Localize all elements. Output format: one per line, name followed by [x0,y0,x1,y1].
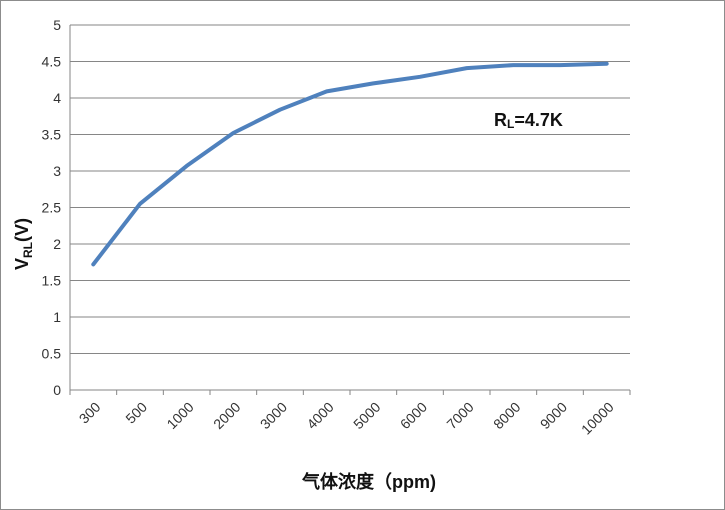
y-tick-label: 1 [53,309,61,325]
x-tick-label: 10000 [578,399,617,438]
data-point [511,63,515,67]
y-tick-label: 0 [53,382,61,398]
data-point [185,164,189,168]
y-tick-label: 4.5 [42,54,62,70]
data-point [231,131,235,135]
y-tick-label: 1.5 [42,273,62,289]
y-axis-title: VRL(V) [12,218,35,270]
data-point [558,63,562,67]
series-line [91,61,609,267]
x-tick-label: 500 [122,399,150,427]
y-tick-label: 2 [53,236,61,252]
data-point [418,75,422,79]
x-tick-label: 7000 [443,399,476,432]
data-point [138,202,142,206]
y-tick-label: 3 [53,163,61,179]
x-tick-label: 300 [76,399,104,427]
x-tick-label: 5000 [350,399,383,432]
y-tick-label: 2.5 [42,200,62,216]
data-points [91,62,609,266]
x-tick-label: 4000 [303,399,336,432]
x-tick-label: 3000 [257,399,290,432]
data-point [91,262,95,266]
y-tick-label: 0.5 [42,346,62,362]
x-tick-label: 8000 [490,399,523,432]
x-tick-label: 6000 [397,399,430,432]
x-tick-labels: 300 500 1000 2000 3000 4000 5000 6000 7000 8000 90… [76,399,617,438]
gridlines [69,24,631,395]
data-point [465,66,469,70]
x-tick-label: 1000 [163,399,196,432]
y-tick-labels: 0 0.5 1 1.5 2 2.5 3 3.5 4 4.5 5 [42,17,62,398]
y-tick-label: 3.5 [42,127,62,143]
data-point [371,81,375,85]
data-point [605,62,609,66]
x-tick-label: 2000 [210,399,243,432]
data-point [325,89,329,93]
x-tick-label: 9000 [537,399,570,432]
x-axis-title: 气体浓度（ppm) [301,471,436,492]
y-tick-label: 4 [53,90,61,106]
y-tick-label: 5 [53,17,61,33]
annotation-label: RL=4.7K [494,110,563,131]
data-point [278,108,282,112]
